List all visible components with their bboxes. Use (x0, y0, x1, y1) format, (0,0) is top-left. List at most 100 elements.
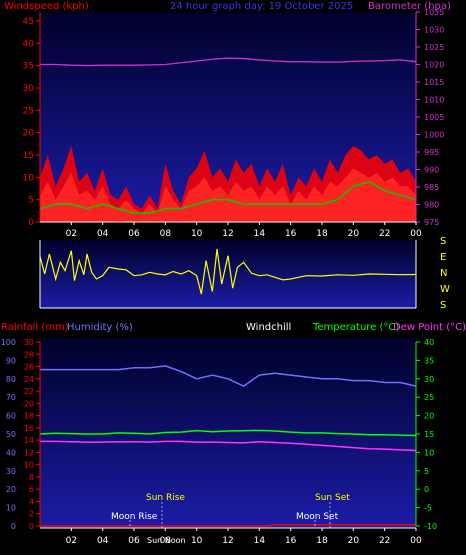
x-tick-label: 22 (379, 229, 390, 239)
x-tick-label: 02 (66, 536, 77, 546)
x-tick-label: 14 (254, 229, 266, 239)
x-tick-label: 04 (97, 229, 109, 239)
x-tick-label: 18 (316, 536, 328, 546)
humidity-tick-label: 50 (6, 430, 16, 439)
rain-tick-label: 12 (24, 448, 34, 457)
rain-tick-label: 22 (24, 387, 34, 396)
humidity-tick-label: 30 (6, 467, 16, 476)
windspeed-tick-label: 40 (23, 39, 35, 49)
graph-title: 24 hour graph day: 19 October 2025 (170, 1, 353, 12)
x-tick-label: 08 (160, 536, 172, 546)
direction-label: E (440, 252, 446, 263)
barometer-tick-label: 980 (424, 201, 439, 210)
windspeed-tick-label: 45 (23, 17, 34, 27)
barometer-axis-label: Barometer (hpa) (368, 1, 451, 12)
barometer-tick-label: 1025 (424, 43, 444, 52)
dewpoint-axis-label: Dew Point (°C) (393, 322, 466, 333)
temperature-tick-label: 30 (424, 375, 434, 384)
sun-set-label: Sun Set (315, 493, 350, 503)
humidity-tick-label: 90 (6, 356, 16, 365)
rain-tick-label: 24 (24, 375, 34, 384)
humidity-line (40, 365, 417, 388)
x-tick-label: 16 (285, 536, 297, 546)
x-tick-label: 06 (128, 536, 140, 546)
barometer-tick-label: 1020 (424, 61, 444, 70)
windspeed-tick-label: 15 (23, 151, 34, 161)
humidity-tick-label: 70 (6, 393, 16, 402)
rain-tick-label: 6 (29, 485, 34, 494)
temperature-tick-label: 35 (424, 356, 434, 365)
rain-tick-label: 2 (29, 510, 34, 519)
dewpoint-line (40, 440, 417, 452)
humidity-tick-label: 10 (6, 504, 16, 513)
moon-rise-label: Moon Rise (111, 512, 158, 522)
x-tick-label: 10 (191, 229, 203, 239)
x-tick-label: 00 (410, 229, 422, 239)
direction-label: N (440, 268, 447, 279)
windspeed-tick-label: 35 (23, 62, 34, 72)
sun-noon-label: Sun Noon (147, 536, 186, 545)
temperature-tick-label: 15 (424, 430, 434, 439)
rain-tick-label: 30 (24, 338, 34, 347)
rain-tick-label: 8 (29, 473, 34, 482)
rain-tick-label: 16 (24, 424, 34, 433)
rain-tick-label: 18 (24, 412, 34, 421)
temperature-tick-label: 5 (424, 467, 429, 476)
humidity-tick-label: 0 (11, 522, 16, 531)
x-tick-label: 14 (254, 536, 266, 546)
barometer-tick-label: 1015 (424, 78, 444, 87)
x-tick-label: 10 (191, 536, 203, 546)
windspeed-area (40, 168, 416, 222)
rainfall-axis-label: Rainfall (mm) (1, 322, 69, 333)
temperature-tick-label: -10 (424, 522, 437, 531)
windspeed-tick-label: 25 (23, 106, 34, 116)
barometer-tick-label: 1010 (424, 96, 444, 105)
x-tick-label: 18 (316, 229, 328, 239)
barometer-tick-label: 975 (424, 218, 439, 227)
rain-tick-label: 26 (24, 363, 34, 372)
avg-wind-line (39, 180, 417, 214)
humidity-axis-label: Humidity (%) (67, 322, 133, 333)
rain-line (40, 524, 416, 527)
direction-label: S (440, 300, 446, 311)
barometer-tick-label: 1030 (424, 26, 444, 35)
barometer-tick-label: 995 (424, 148, 439, 157)
moon-set-label: Moon Set (296, 512, 339, 522)
windspeed-tick-label: 20 (23, 129, 35, 139)
rain-tick-label: 28 (24, 350, 34, 359)
windspeed-tick-label: 10 (23, 173, 35, 183)
x-tick-label: 00 (410, 536, 422, 546)
temperature-tick-label: 40 (424, 338, 434, 347)
rain-tick-label: 10 (24, 461, 34, 470)
temperature-tick-label: 0 (424, 485, 429, 494)
temperature-axis-label: Temperature (°C) (312, 322, 399, 333)
windspeed-axis-label: Windspeed (kph) (4, 1, 89, 12)
sun-rise-label: Sun Rise (146, 493, 185, 503)
humidity-tick-label: 100 (1, 338, 16, 347)
windspeed-tick-label: 5 (28, 196, 34, 206)
barometer-tick-label: 1000 (424, 131, 444, 140)
direction-label: W (440, 284, 450, 295)
barometer-tick-label: 1035 (424, 8, 444, 17)
temperature-tick-label: 25 (424, 393, 434, 402)
temperature-tick-label: -5 (424, 504, 432, 513)
temperature-line (39, 429, 417, 437)
barometer-line (40, 57, 417, 67)
rain-tick-label: 14 (24, 436, 34, 445)
x-tick-label: 20 (348, 229, 360, 239)
temperature-tick-label: 20 (424, 412, 434, 421)
wind-direction-line (39, 248, 417, 295)
direction-label: S (440, 236, 446, 247)
x-tick-label: 20 (348, 536, 360, 546)
barometer-tick-label: 990 (424, 166, 439, 175)
wind-direction-plot-area (40, 240, 416, 308)
windspeed-tick-label: 30 (23, 84, 35, 94)
barometer-tick-label: 985 (424, 183, 439, 192)
x-tick-label: 12 (222, 536, 233, 546)
x-tick-label: 08 (160, 229, 172, 239)
x-tick-label: 04 (97, 536, 109, 546)
x-tick-label: 06 (128, 229, 140, 239)
rain-tick-label: 4 (29, 497, 34, 506)
humidity-tick-label: 60 (6, 412, 16, 421)
